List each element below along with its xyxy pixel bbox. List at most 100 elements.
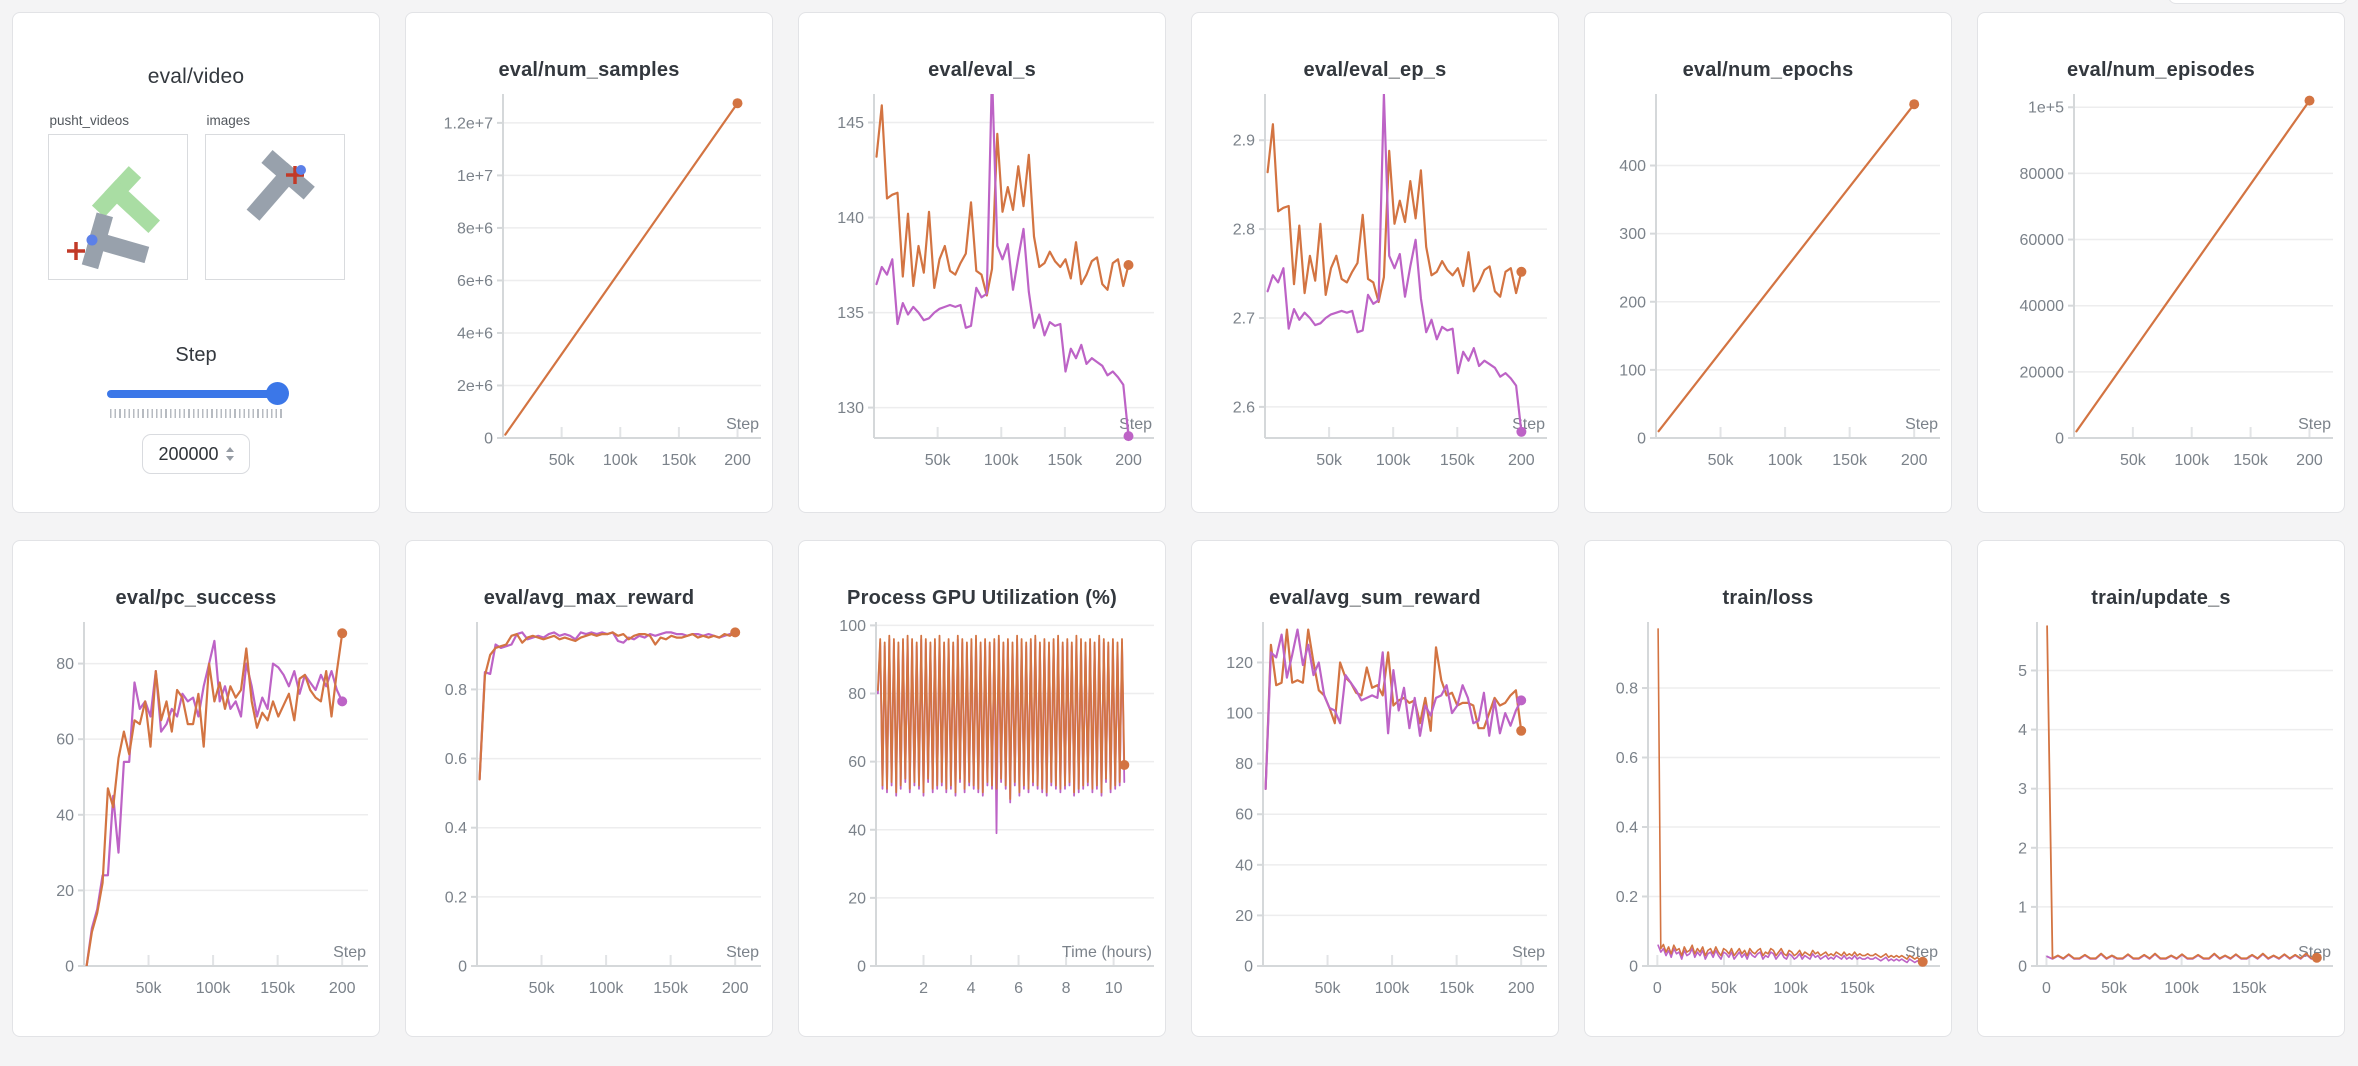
media-key-label: images xyxy=(206,113,251,128)
x-axis-title: Step xyxy=(1905,944,1938,961)
step-number-input[interactable]: 200000 xyxy=(142,434,250,474)
panel-title: Process GPU Utilization (%) xyxy=(847,587,1117,609)
x-axis-title: Step xyxy=(1512,944,1545,961)
y-tick-label: 0 xyxy=(1244,959,1253,976)
y-tick-label: 1.2e+7 xyxy=(444,115,493,132)
panel-eval-eval-s: eval/eval_s 130 135 140 145 50k 100k 150k 200 St… xyxy=(798,12,1166,513)
y-tick-label: 60 xyxy=(1235,807,1253,824)
y-tick-label: 3 xyxy=(2018,781,2027,798)
chart-eval-pc-success[interactable]: 0 20 40 60 80 50k 100k 150k 200 Step xyxy=(14,614,378,1016)
y-tick-label: 40 xyxy=(848,822,866,839)
x-tick-label: 200 xyxy=(2296,452,2323,469)
target-cross-icon xyxy=(66,242,85,260)
y-tick-label: 100 xyxy=(1226,706,1253,723)
x-tick-label: 200 xyxy=(1508,452,1535,469)
panel-eval-video: eval/video pusht_videos xyxy=(12,12,380,513)
series-end-dot-orange xyxy=(1516,725,1527,736)
y-tick-label: 1e+7 xyxy=(457,168,493,185)
chart-gpu-utilization[interactable]: 0 20 40 60 80 100 2 4 6 8 10 Time (hours) xyxy=(800,614,1164,1016)
slider-thumb[interactable] xyxy=(266,382,289,405)
y-tick-label: 60000 xyxy=(2020,232,2065,249)
chart-eval-num-samples[interactable]: 0 2e+6 4e+6 6e+6 8e+6 1e+7 1.2e+7 50k 100k 150k 20… xyxy=(407,86,771,488)
y-tick-label: 0 xyxy=(484,431,493,448)
chart-eval-avg-sum-reward[interactable]: 0 20 40 60 80 100 120 50k 100k 150k 200 Step xyxy=(1193,614,1557,1016)
green-t-shape xyxy=(91,166,160,233)
stepper-up-icon[interactable] xyxy=(225,447,234,453)
series-end-dot-orange xyxy=(2311,952,2322,963)
series-end-dot-purple xyxy=(1123,431,1134,442)
x-tick-label: 0 xyxy=(1653,980,1662,997)
y-tick-label: 0.4 xyxy=(1616,820,1638,837)
x-tick-label: 150k xyxy=(2233,452,2269,469)
y-tick-label: 0.8 xyxy=(445,682,467,699)
panel-train-loss: train/loss 0 0.2 0.4 0.6 0.8 0 50k 100k 150k Step xyxy=(1584,540,1952,1037)
images-thumbnail[interactable] xyxy=(204,134,345,280)
stepper-down-icon[interactable] xyxy=(225,455,234,461)
y-tick-label: 40 xyxy=(56,807,74,824)
y-tick-label: 135 xyxy=(837,305,864,322)
x-tick-label: 10 xyxy=(1105,980,1123,997)
chart-train-update-s[interactable]: 0 1 2 3 4 5 0 50k 100k 150k Step xyxy=(1979,614,2343,1016)
slider-track[interactable] xyxy=(107,390,285,398)
y-tick-label: 100 xyxy=(1619,362,1646,379)
panel-title: eval/video xyxy=(147,65,245,88)
series-line-orange xyxy=(478,631,737,781)
chart-eval-eval-s[interactable]: 130 135 140 145 50k 100k 150k 200 Step xyxy=(800,86,1164,488)
panel-eval-avg-sum-reward: eval/avg_sum_reward 0 20 40 60 80 100 120 50k 10… xyxy=(1191,540,1559,1037)
y-tick-label: 20 xyxy=(1235,908,1253,925)
x-tick-label: 8 xyxy=(1062,980,1071,997)
y-tick-label: 300 xyxy=(1619,226,1646,243)
y-tick-label: 0.2 xyxy=(1616,889,1638,906)
x-axis-title: Time (hours) xyxy=(1062,944,1152,961)
panel-title: eval/num_epochs xyxy=(1682,59,1854,81)
y-tick-label: 80000 xyxy=(2020,166,2065,183)
pusht-video-thumbnail[interactable] xyxy=(47,134,188,280)
y-tick-label: 130 xyxy=(837,400,864,417)
chart-train-loss[interactable]: 0 0.2 0.4 0.6 0.8 0 50k 100k 150k Step xyxy=(1586,614,1950,1016)
chart-eval-num-episodes[interactable]: 0 20000 40000 60000 80000 1e+5 50k 100k 150k 200 S… xyxy=(1979,86,2343,488)
y-tick-label: 0.6 xyxy=(1616,750,1638,767)
y-tick-label: 0 xyxy=(458,959,467,976)
media-key-label: pusht_videos xyxy=(49,113,130,128)
x-tick-label: 100k xyxy=(984,452,1020,469)
x-tick-label: 150k xyxy=(1048,452,1084,469)
x-axis-title: Step xyxy=(1905,416,1938,433)
stepper-arrows[interactable] xyxy=(225,447,234,461)
x-tick-label: 4 xyxy=(967,980,976,997)
y-tick-label: 0.2 xyxy=(445,889,467,906)
y-tick-label: 140 xyxy=(837,210,864,227)
series-line-purple xyxy=(1657,944,1924,965)
step-value[interactable]: 200000 xyxy=(158,443,219,464)
series-line-orange xyxy=(2075,99,2311,433)
y-tick-label: 8e+6 xyxy=(457,220,493,237)
step-slider[interactable] xyxy=(107,382,289,405)
x-axis-title: Step xyxy=(2298,944,2331,961)
x-tick-label: 150k xyxy=(2232,980,2268,997)
y-tick-label: 2.8 xyxy=(1233,222,1255,239)
x-tick-label: 50k xyxy=(529,980,556,997)
x-tick-label: 200 xyxy=(724,452,751,469)
x-tick-label: 100k xyxy=(589,980,625,997)
y-tick-label: 0.6 xyxy=(445,751,467,768)
x-tick-label: 100k xyxy=(1773,980,1809,997)
x-axis-title: Step xyxy=(726,416,759,433)
x-tick-label: 100k xyxy=(2164,980,2200,997)
y-tick-label: 0 xyxy=(1637,431,1646,448)
series-line-purple xyxy=(478,631,737,781)
x-axis-title: Step xyxy=(726,944,759,961)
agent-dot xyxy=(295,165,306,175)
x-axis-title: Step xyxy=(1119,416,1152,433)
chart-eval-avg-max-reward[interactable]: 0 0.2 0.4 0.6 0.8 50k 100k 150k 200 Step xyxy=(407,614,771,1016)
chart-eval-num-epochs[interactable]: 0 100 200 300 400 50k 100k 150k 200 Step xyxy=(1586,86,1950,488)
agent-dot xyxy=(86,234,97,246)
y-tick-label: 40000 xyxy=(2020,298,2065,315)
x-tick-label: 50k xyxy=(1711,980,1738,997)
panel-title: eval/eval_s xyxy=(928,59,1036,81)
y-tick-label: 2.7 xyxy=(1233,311,1255,328)
y-tick-label: 4e+6 xyxy=(457,325,493,342)
x-tick-label: 50k xyxy=(925,452,952,469)
x-tick-label: 100k xyxy=(196,980,232,997)
x-tick-label: 2 xyxy=(919,980,928,997)
